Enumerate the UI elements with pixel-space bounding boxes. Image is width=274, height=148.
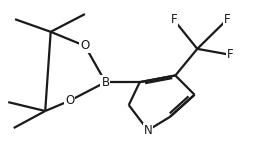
Text: O: O [80, 39, 90, 52]
Text: N: N [144, 124, 152, 137]
Text: O: O [65, 94, 75, 107]
Text: F: F [171, 13, 177, 26]
Text: F: F [224, 13, 231, 26]
Text: F: F [227, 48, 233, 61]
Text: B: B [101, 76, 110, 89]
